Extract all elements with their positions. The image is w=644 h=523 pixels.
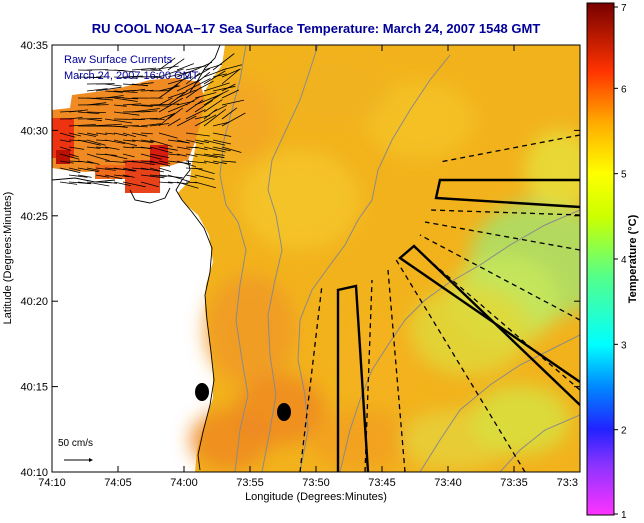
y-tick-label: 40:10 (20, 467, 48, 479)
colorbar-tick-label: 6 (621, 84, 627, 95)
scale-label: 50 cm/s (58, 438, 93, 449)
colorbar-tick-label: 2 (621, 426, 627, 437)
y-tick-label: 40:35 (20, 40, 48, 52)
mooring-marker (277, 403, 291, 421)
currents-label-line2: March 24, 2007 16:00 GMT (64, 70, 199, 82)
x-tick-label: 73:45 (368, 477, 396, 489)
plot-area (52, 45, 610, 472)
y-axis-label: Latitude (Degrees:Minutes) (2, 192, 14, 325)
currents-label-line1: Raw Surface Currents (64, 54, 173, 66)
colorbar-tick-label: 7 (621, 3, 627, 14)
y-tick-label: 40:30 (20, 125, 48, 137)
x-tick-label: 73:55 (236, 477, 264, 489)
x-tick-label: 73:50 (302, 477, 330, 489)
colorbar-label: Temperature (°C) (627, 214, 639, 303)
colorbar-tick-label: 5 (621, 170, 627, 181)
x-tick-label: 73:3 (557, 477, 578, 489)
y-tick-label: 40:25 (20, 211, 48, 223)
current-vector (78, 119, 102, 120)
colorbar-tick-label: 3 (621, 340, 627, 351)
y-tick-label: 40:15 (20, 382, 48, 394)
y-tick-label: 40:20 (20, 296, 48, 308)
colorbar-gradient (587, 3, 614, 515)
x-axis-label: Longitude (Degrees:Minutes) (245, 491, 387, 503)
x-tick-label: 73:40 (434, 477, 462, 489)
x-tick-label: 73:35 (500, 477, 528, 489)
mooring-marker (195, 383, 209, 401)
x-tick-label: 74:00 (170, 477, 198, 489)
colorbar-tick-label: 1 (621, 510, 627, 518)
x-tick-label: 74:05 (104, 477, 132, 489)
figure-title: RU COOL NOAA−17 Sea Surface Temperature:… (92, 21, 541, 36)
